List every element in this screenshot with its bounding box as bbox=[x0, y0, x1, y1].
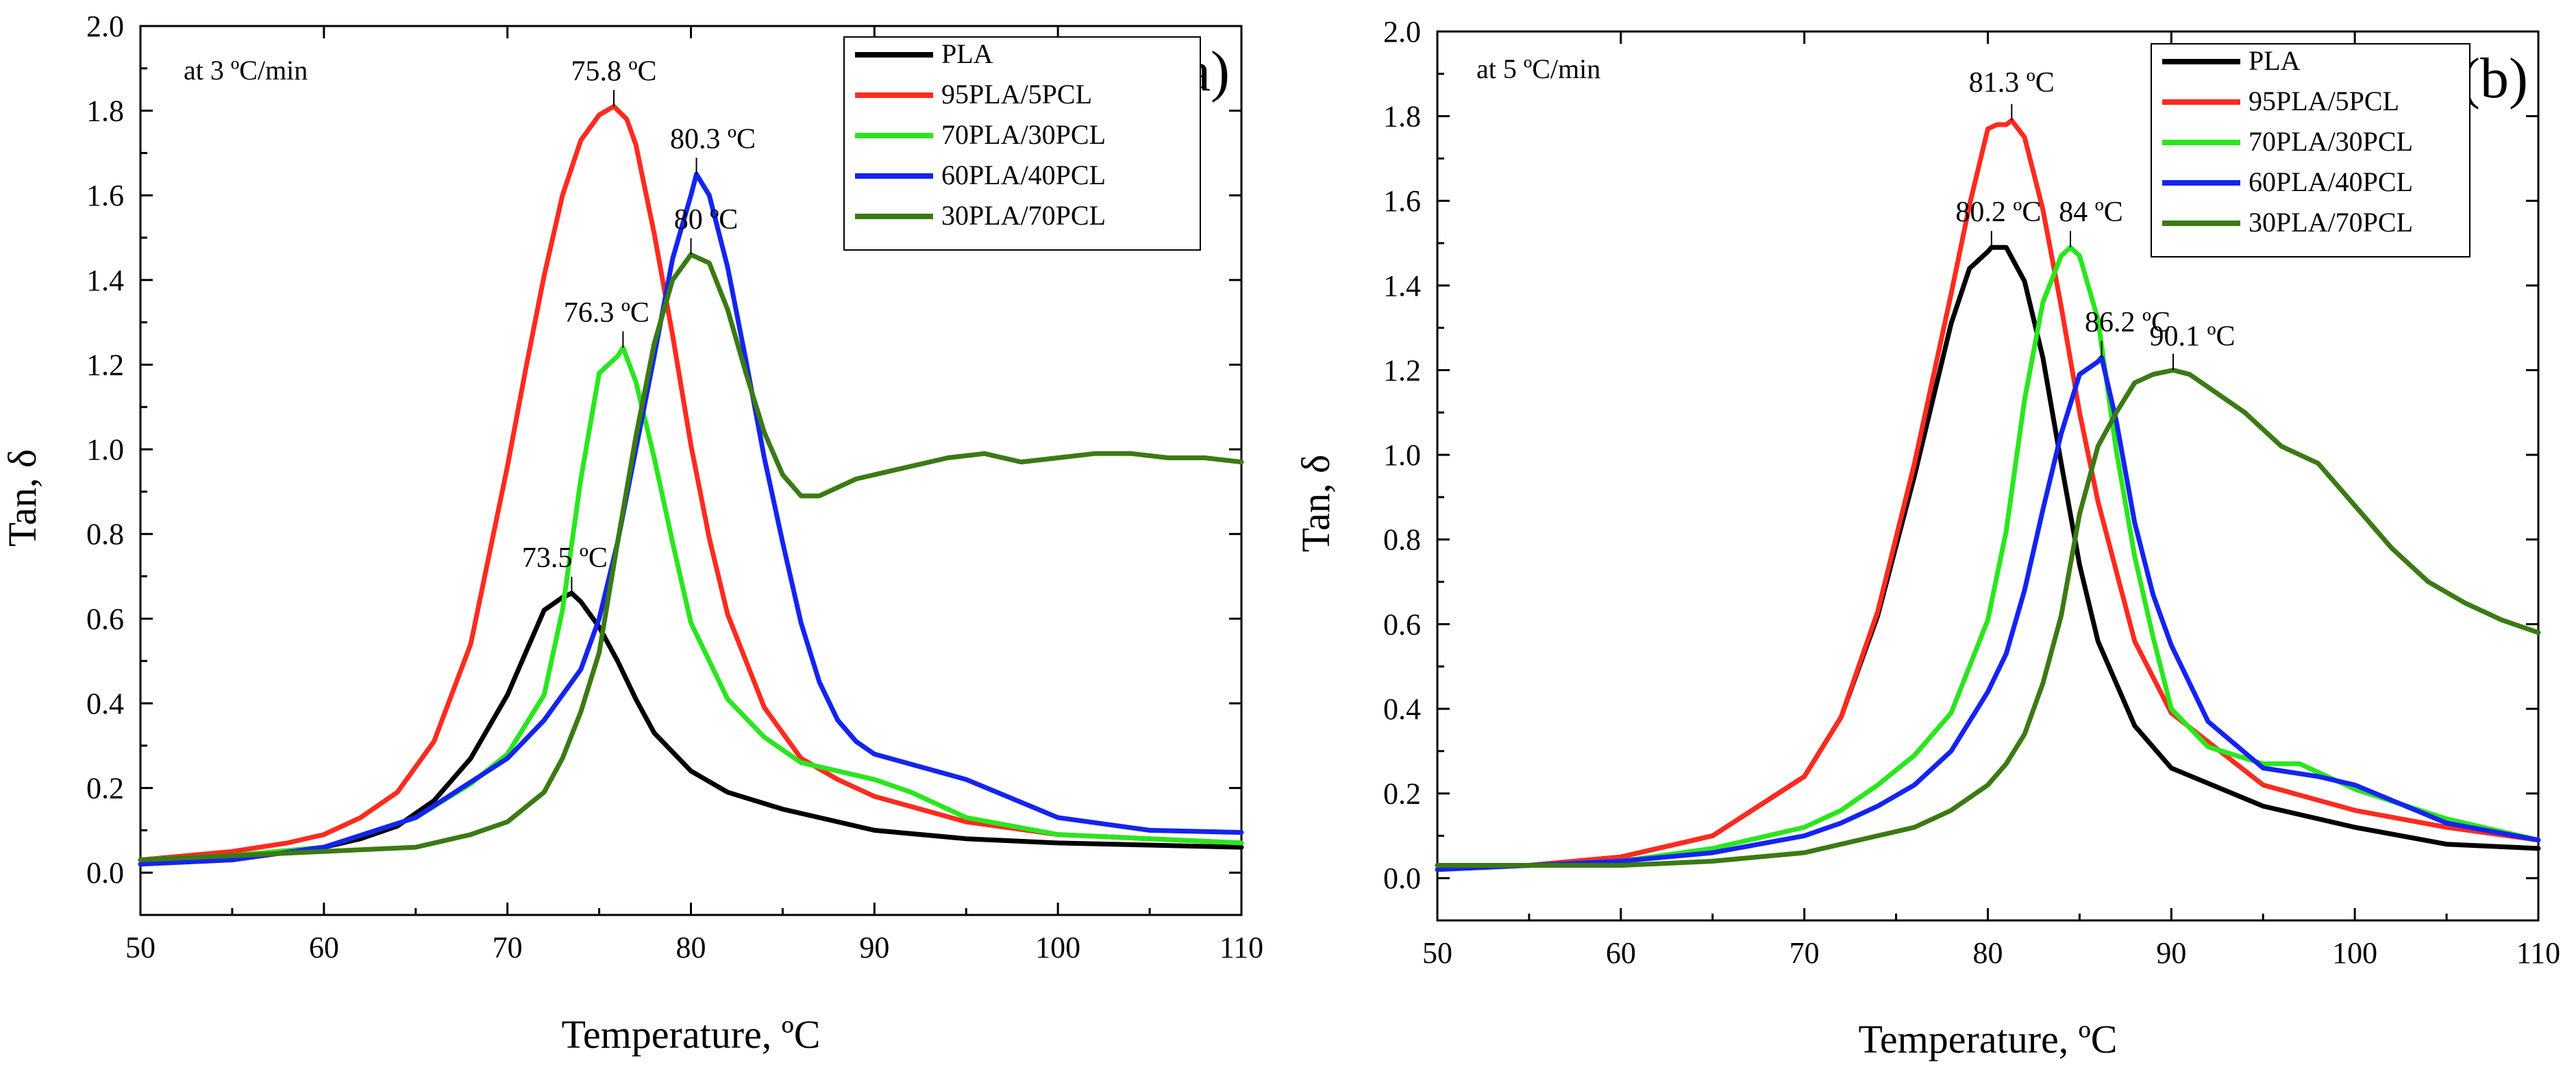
peak-label: 80.2 ºC bbox=[1955, 197, 2041, 228]
legend-label: 30PLA/70PCL bbox=[2249, 207, 2413, 238]
y-tick-label: 1.4 bbox=[86, 264, 124, 297]
y-tick-label: 0.0 bbox=[1383, 862, 1421, 895]
legend-label: PLA bbox=[2249, 45, 2301, 76]
series-line bbox=[138, 345, 1244, 863]
x-tick-label: 80 bbox=[1973, 936, 2003, 970]
y-axis-title: Tan, δ bbox=[0, 449, 45, 547]
peak-label: 86.2 ºC bbox=[2085, 307, 2170, 338]
x-tick-label: 100 bbox=[2332, 936, 2377, 970]
y-tick-label: 1.0 bbox=[1383, 438, 1421, 472]
chart-panel-a: 50 60 70 80 90 100 110 0.0 0.2 0.4 0.6 0.8 1.0 1.2 1.4… bbox=[0, 10, 1263, 1057]
y-tick-label: 1.6 bbox=[86, 179, 124, 212]
y-tick-label: 0.4 bbox=[1383, 692, 1421, 726]
y-tick-label: 0.8 bbox=[86, 518, 124, 551]
legend-label: 70PLA/30PCL bbox=[2249, 126, 2413, 157]
y-tick-label: 1.4 bbox=[1383, 269, 1421, 303]
legend-label: 30PLA/70PCL bbox=[941, 200, 1106, 231]
series-line bbox=[138, 171, 1244, 867]
peak-label: 90.1 ºC bbox=[2149, 321, 2235, 352]
y-tick-label: 2.0 bbox=[1383, 15, 1421, 49]
x-tick-label: 100 bbox=[1035, 931, 1080, 964]
x-tick-label: 70 bbox=[1789, 936, 1820, 970]
chart-panel-b: 50 60 70 80 90 100 110 0.0 0.2 0.4 0.6 0.8 1.0 1.2 1.4… bbox=[1293, 15, 2560, 1062]
legend-label: 95PLA/5PCL bbox=[941, 79, 1092, 110]
peak-label: 73.5 ºC bbox=[522, 542, 608, 574]
y-tick-label: 0.2 bbox=[1383, 777, 1421, 811]
x-axis-title: Temperature, ºC bbox=[562, 1012, 821, 1057]
peak-label: 81.3 ºC bbox=[1969, 67, 2055, 99]
legend-label: 60PLA/40PCL bbox=[941, 160, 1106, 190]
legend-label: 70PLA/30PCL bbox=[941, 119, 1106, 150]
legend-label: 95PLA/5PCL bbox=[2249, 86, 2399, 116]
series-line bbox=[138, 103, 1244, 863]
y-tick-label: 0.6 bbox=[86, 602, 124, 636]
series-line bbox=[1435, 368, 2541, 868]
y-axis-title: Tan, δ bbox=[1293, 455, 1338, 552]
heating-rate-label: at 5 ºC/min bbox=[1476, 53, 1600, 84]
y-tick-label: 0.6 bbox=[1383, 607, 1421, 641]
series-line bbox=[1435, 118, 2541, 868]
y-tick-label: 1.0 bbox=[86, 433, 124, 466]
legend-label: PLA bbox=[941, 38, 993, 69]
x-tick-label: 50 bbox=[1422, 936, 1452, 970]
series-line bbox=[1435, 244, 2541, 868]
y-tick-label: 1.2 bbox=[86, 348, 124, 381]
x-tick-label: 70 bbox=[493, 931, 523, 964]
y-tick-label: 1.6 bbox=[1383, 184, 1421, 218]
peak-label: 84 ºC bbox=[2059, 197, 2123, 228]
y-tick-label: 0.4 bbox=[86, 687, 124, 720]
x-tick-label: 90 bbox=[2156, 936, 2186, 970]
x-axis-title: Temperature, ºC bbox=[1859, 1017, 2118, 1062]
x-tick-label: 110 bbox=[2516, 936, 2560, 970]
y-tick-label: 1.8 bbox=[86, 95, 124, 128]
legend-label: 60PLA/40PCL bbox=[2249, 166, 2413, 197]
peak-label: 76.3 ºC bbox=[564, 297, 649, 329]
x-tick-label: 90 bbox=[859, 931, 889, 964]
x-tick-label: 80 bbox=[676, 931, 706, 964]
y-tick-label: 1.2 bbox=[1383, 353, 1421, 387]
peak-label: 75.8 ºC bbox=[571, 55, 656, 87]
series-line bbox=[138, 252, 1244, 863]
y-tick-label: 0.2 bbox=[86, 772, 124, 805]
x-tick-label: 50 bbox=[125, 931, 156, 964]
series-line bbox=[1435, 244, 2541, 868]
x-tick-label: 60 bbox=[1606, 936, 1636, 970]
y-tick-label: 1.8 bbox=[1383, 100, 1421, 134]
series-line bbox=[1435, 355, 2541, 872]
panel-label: (b) bbox=[2461, 47, 2528, 110]
heating-rate-label: at 3 ºC/min bbox=[184, 55, 308, 86]
y-tick-label: 0.0 bbox=[86, 856, 124, 890]
x-tick-label: 110 bbox=[1219, 931, 1263, 964]
x-tick-label: 60 bbox=[309, 931, 339, 964]
peak-label: 80.3 ºC bbox=[670, 123, 756, 155]
y-tick-label: 2.0 bbox=[86, 10, 124, 43]
y-tick-label: 0.8 bbox=[1383, 523, 1421, 557]
peak-label: 80 ºC bbox=[674, 204, 739, 236]
